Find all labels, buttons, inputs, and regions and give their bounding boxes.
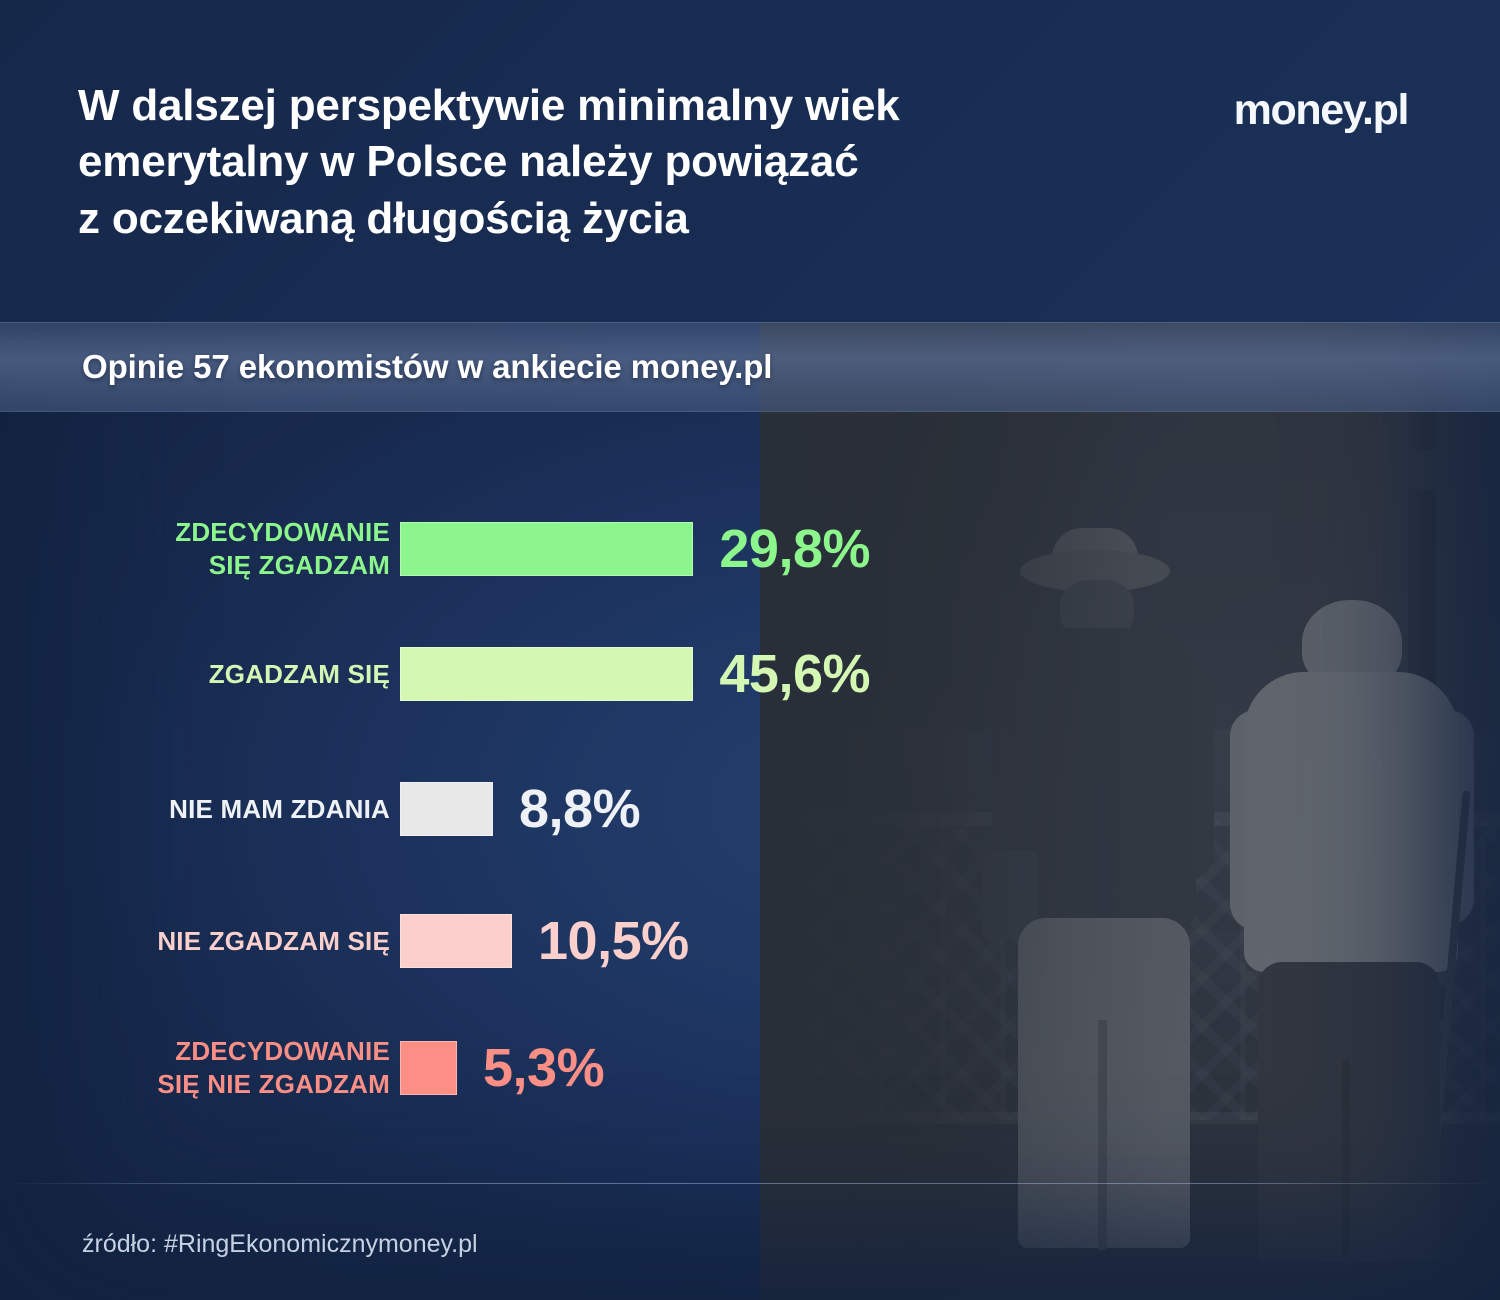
bar-chart: ZDECYDOWANIE SIĘ ZGADZAM 29,8% ZGADZAM SIĘ 4… (0, 410, 1500, 1170)
chart-bar-track: 8,8% (400, 778, 870, 840)
chart-bar-track: 5,3% (400, 1037, 870, 1099)
chart-row-label: ZDECYDOWANIE SIĘ NIE ZGADZAM (0, 1035, 400, 1101)
chart-bar-value: 29,8% (719, 518, 870, 579)
chart-row-label-line-1: ZDECYDOWANIE (175, 1036, 390, 1066)
photo-left-fade (760, 300, 1500, 1300)
chart-row: ZGADZAM SIĘ 45,6% (0, 643, 1300, 705)
chart-row-label-line-1: ZGADZAM SIĘ (208, 658, 390, 689)
page-title: W dalszej perspektywie minimalny wiek em… (78, 78, 1068, 247)
chart-row-label-line-2: SIĘ NIE ZGADZAM (157, 1068, 390, 1099)
page-title-line-1: W dalszej perspektywie minimalny wiek (78, 81, 900, 130)
chart-bar-value: 5,3% (483, 1037, 605, 1098)
money-pl-logo: money.pl (1233, 86, 1410, 134)
subtitle-text: Opinie 57 ekonomistów w ankiecie money.p… (82, 348, 773, 385)
page-title-line-3: z oczekiwaną długością życia (78, 193, 689, 243)
chart-bar (400, 521, 694, 576)
chart-row: NIE ZGADZAM SIĘ 10,5% (0, 910, 1300, 972)
header: W dalszej perspektywie minimalny wiek em… (0, 0, 1500, 322)
chart-row-label-line-2: SIĘ ZGADZAM (208, 549, 390, 580)
chart-row-label-line-1: ZDECYDOWANIE (175, 517, 390, 547)
chart-bar-value: 10,5% (538, 911, 689, 971)
chart-bar (400, 782, 493, 836)
chart-row-label: ZDECYDOWANIE SIĘ ZGADZAM (0, 516, 400, 582)
chart-row: NIE MAM ZDANIA 8,8% (0, 778, 1300, 840)
background-photo-elderly-couple (760, 300, 1500, 1300)
source-note: źródło: #RingEkonomicznymoney.pl (82, 1230, 478, 1258)
chart-row: ZDECYDOWANIE SIĘ ZGADZAM 29,8% (0, 516, 1300, 582)
chart-bar-track: 45,6% (400, 643, 870, 705)
chart-row-label: NIE ZGADZAM SIĘ (0, 925, 400, 958)
chart-bar-track: 10,5% (400, 910, 870, 972)
chart-bar (400, 914, 512, 968)
chart-bar (400, 647, 694, 701)
chart-bar-track: 29,8% (400, 518, 870, 580)
chart-row-label-line-1: NIE MAM ZDANIA (169, 793, 390, 824)
footer-divider (0, 1183, 1500, 1184)
chart-bar-value: 45,6% (719, 644, 870, 704)
chart-row-label: ZGADZAM SIĘ (0, 658, 400, 691)
chart-row: ZDECYDOWANIE SIĘ NIE ZGADZAM 5,3% (0, 1035, 1300, 1101)
chart-row-label-line-1: NIE ZGADZAM SIĘ (157, 925, 390, 956)
page-title-line-2: emerytalny w Polsce należy powiązać (78, 137, 859, 187)
chart-bar (400, 1040, 457, 1095)
chart-row-label: NIE MAM ZDANIA (0, 793, 400, 826)
chart-bar-value: 8,8% (519, 779, 641, 839)
subtitle-band: Opinie 57 ekonomistów w ankiecie money.p… (0, 322, 1500, 412)
